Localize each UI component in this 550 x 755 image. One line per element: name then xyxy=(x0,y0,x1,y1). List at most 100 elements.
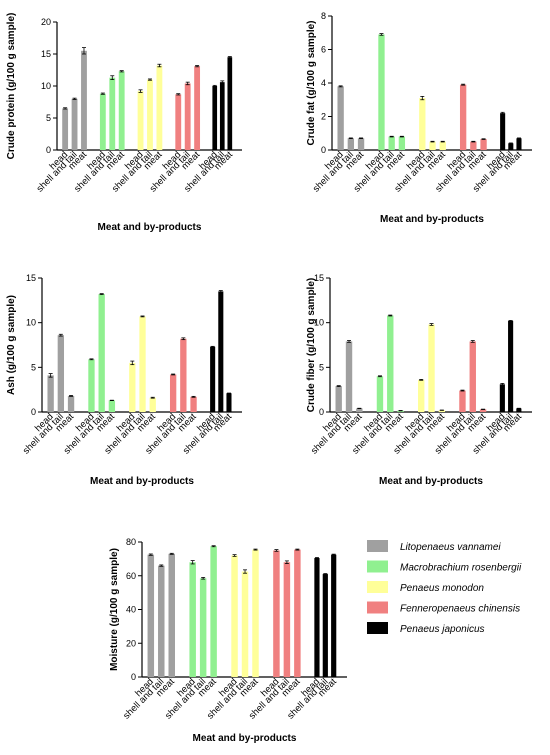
bar xyxy=(194,66,201,150)
y-tick-label: 8 xyxy=(321,11,326,21)
y-tick-label: 0 xyxy=(131,672,136,682)
bar xyxy=(331,554,337,677)
bar xyxy=(500,113,506,150)
y-tick-label: 80 xyxy=(126,537,136,547)
legend-swatch xyxy=(367,581,388,593)
y-tick-label: 5 xyxy=(319,362,324,372)
bar xyxy=(147,79,153,150)
bar xyxy=(418,379,425,412)
bar xyxy=(480,139,487,150)
y-tick-label: 60 xyxy=(126,571,136,581)
x-axis-title: Meat and by-products xyxy=(98,222,202,233)
bar xyxy=(118,71,125,150)
y-tick-label: 0 xyxy=(319,407,324,417)
x-axis-title: Meat and by-products xyxy=(379,476,483,487)
bar xyxy=(199,578,207,677)
bar xyxy=(47,375,54,412)
bar xyxy=(314,558,320,677)
bar xyxy=(184,83,191,150)
bar xyxy=(459,84,467,150)
y-tick-label: 15 xyxy=(41,49,51,59)
bar xyxy=(378,34,385,150)
y-tick-label: 5 xyxy=(46,113,51,123)
bar xyxy=(508,143,514,150)
bar xyxy=(419,98,426,150)
bar xyxy=(210,546,217,677)
bar xyxy=(273,550,280,677)
y-tick-label: 4 xyxy=(321,78,326,88)
bar xyxy=(57,335,65,412)
bar xyxy=(71,98,78,150)
legend-entry: Penaeus monodon xyxy=(400,583,484,594)
bar xyxy=(99,93,106,150)
bar xyxy=(459,390,466,412)
bar xyxy=(62,108,69,150)
bar xyxy=(212,86,218,150)
legend-swatch xyxy=(367,540,388,552)
bar xyxy=(189,562,196,677)
x-axis-title: Meat and by-products xyxy=(193,733,297,744)
y-tick-label: 15 xyxy=(314,273,324,283)
bar xyxy=(428,324,435,412)
bar xyxy=(345,341,353,412)
bar xyxy=(356,408,363,412)
bar xyxy=(398,136,406,150)
y-tick-label: 6 xyxy=(321,45,326,55)
bar xyxy=(227,57,233,151)
bar xyxy=(397,410,404,412)
bar xyxy=(516,408,522,412)
y-tick-label: 10 xyxy=(41,81,51,91)
bar xyxy=(218,291,224,412)
bar xyxy=(387,315,394,412)
bar xyxy=(429,141,436,150)
bar xyxy=(508,320,514,412)
bar xyxy=(210,346,216,412)
bar xyxy=(139,316,146,412)
bar xyxy=(388,136,395,150)
bar xyxy=(168,553,175,677)
legend-entry: Litopenaeus vannamei xyxy=(400,542,501,553)
bar xyxy=(137,91,144,150)
bar xyxy=(469,341,476,412)
legend-entry: Penaeus japonicus xyxy=(400,624,485,635)
bar xyxy=(357,138,365,150)
bar xyxy=(180,338,187,412)
legend-entry: Macrobrachium rosenbergii xyxy=(400,563,522,574)
bar xyxy=(108,400,116,412)
bar xyxy=(67,395,75,412)
bar xyxy=(347,138,355,150)
legend-entry: Fenneropenaeus chinensis xyxy=(400,604,520,615)
bar xyxy=(516,138,522,150)
bar xyxy=(175,94,182,150)
y-tick-label: 10 xyxy=(314,318,324,328)
y-tick-label: 0 xyxy=(31,407,36,417)
legend-swatch xyxy=(367,601,388,614)
y-tick-label: 15 xyxy=(26,273,36,283)
bar xyxy=(439,141,446,150)
bar xyxy=(158,565,165,677)
bar xyxy=(231,555,238,677)
bar xyxy=(479,409,487,412)
bar xyxy=(376,376,384,412)
bar xyxy=(337,86,344,150)
bar xyxy=(98,294,105,412)
legend-swatch xyxy=(367,560,388,573)
y-axis-title: Ash (g/100 g sample) xyxy=(6,295,17,395)
x-axis-title: Meat and by-products xyxy=(90,476,194,487)
bar xyxy=(81,50,87,150)
bar xyxy=(156,65,163,150)
y-tick-label: 0 xyxy=(321,145,326,155)
bar xyxy=(241,571,249,677)
y-tick-label: 40 xyxy=(126,605,136,615)
x-axis-title: Meat and by-products xyxy=(380,214,484,225)
y-axis-title: Crude fiber (g/100 g sample) xyxy=(306,278,317,412)
bar xyxy=(219,82,225,150)
bar xyxy=(335,386,342,412)
legend: Litopenaeus vannamei Macrobrachium rosenb… xyxy=(367,540,522,635)
bar xyxy=(283,562,291,677)
